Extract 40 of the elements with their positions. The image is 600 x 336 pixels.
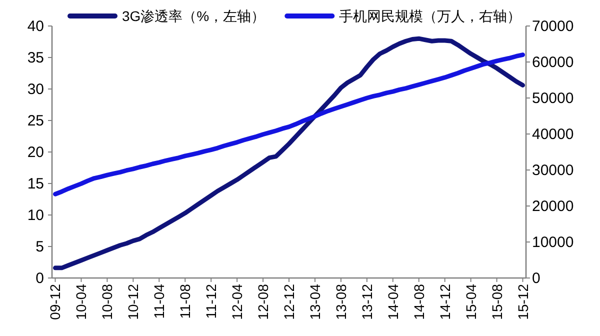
y2-tick-label: 50000 xyxy=(532,90,574,107)
x-tick-label: 11-04 xyxy=(151,284,168,319)
y-tick-label: 30 xyxy=(27,81,44,98)
x-tick-label: 13-08 xyxy=(332,284,349,320)
x-tick-label: 12-04 xyxy=(229,284,246,320)
y-tick-label: 10 xyxy=(27,207,44,224)
y2-tick-label: 20000 xyxy=(532,198,574,215)
y2-tick-label: 70000 xyxy=(532,18,574,35)
x-tick-label: 10-12 xyxy=(125,284,142,320)
x-tick-label: 11-08 xyxy=(177,284,194,319)
x-tick-label: 14-04 xyxy=(384,284,401,320)
y-tick-label: 35 xyxy=(27,50,44,66)
x-tick-label: 13-12 xyxy=(358,284,375,320)
x-tick-label: 15-08 xyxy=(488,284,505,320)
y-tick-label: 5 xyxy=(36,238,44,256)
x-tick-label: 10-08 xyxy=(99,284,116,320)
x-tick-label: 09-12 xyxy=(47,284,64,320)
y-tick-label: 25 xyxy=(27,112,44,130)
x-tick-label: 11-12 xyxy=(203,284,220,319)
y2-tick-label: 60000 xyxy=(532,54,574,71)
x-tick-label: 15-04 xyxy=(462,284,479,320)
y2-tick-label: 40000 xyxy=(532,126,574,143)
x-tick-label: 13-04 xyxy=(306,284,323,320)
legend-label: 3G渗透率（%，左轴） xyxy=(122,8,266,24)
x-tick-label: 15-12 xyxy=(514,284,531,320)
y-tick-label: 20 xyxy=(27,144,44,161)
y-tick-label: 0 xyxy=(36,270,44,287)
legend-label: 手机网民规模（万人，右轴） xyxy=(339,8,522,24)
x-tick-label: 14-08 xyxy=(410,284,427,320)
y2-tick-label: 0 xyxy=(532,270,540,287)
y-tick-label: 40 xyxy=(27,18,44,35)
line-series xyxy=(53,52,525,196)
y2-tick-label: 10000 xyxy=(532,234,574,251)
x-tick-label: 12-12 xyxy=(281,284,297,320)
y2-tick-label: 30000 xyxy=(532,162,574,179)
x-tick-label: 12-08 xyxy=(255,284,272,320)
y-tick-label: 15 xyxy=(27,176,44,192)
line-series xyxy=(53,36,525,270)
x-tick-label: 10-04 xyxy=(73,284,90,320)
x-tick-label: 14-12 xyxy=(436,284,453,320)
